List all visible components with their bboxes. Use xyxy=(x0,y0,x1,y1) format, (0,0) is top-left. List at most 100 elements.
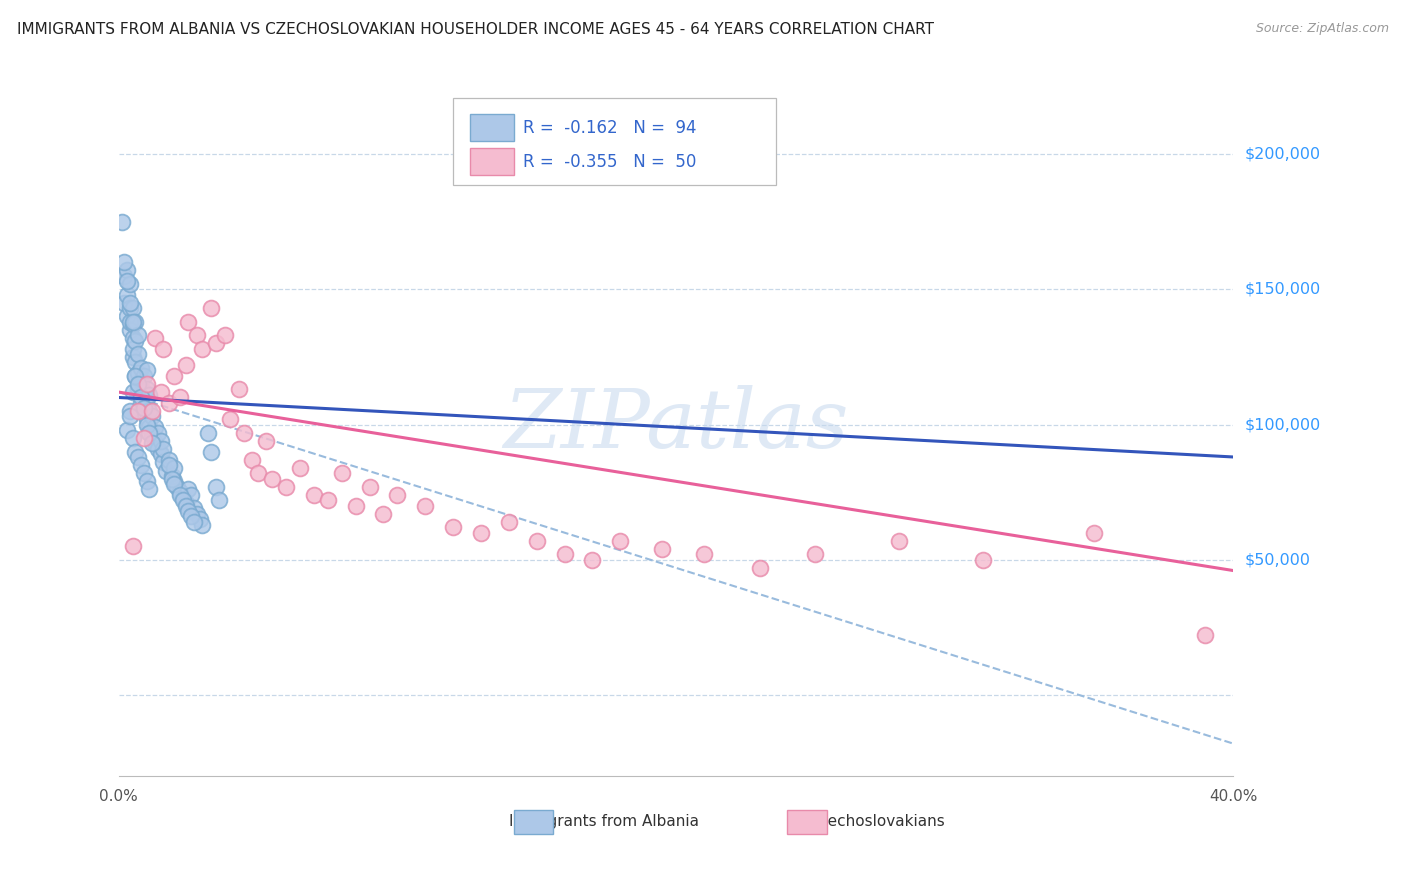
Point xyxy=(316,493,339,508)
Point xyxy=(180,488,202,502)
Point xyxy=(200,444,222,458)
Point xyxy=(169,485,191,500)
Point xyxy=(972,553,994,567)
Point xyxy=(127,376,149,391)
Point xyxy=(152,342,174,356)
Point xyxy=(344,499,367,513)
Point xyxy=(177,315,200,329)
Point xyxy=(121,318,143,332)
Point xyxy=(498,515,520,529)
Point xyxy=(118,296,141,310)
Point xyxy=(166,480,188,494)
Point xyxy=(1194,628,1216,642)
Point xyxy=(373,507,395,521)
Point xyxy=(160,469,183,483)
Text: $100,000: $100,000 xyxy=(1244,417,1320,432)
Point xyxy=(200,301,222,316)
Point xyxy=(129,391,152,405)
Point xyxy=(152,455,174,469)
Point xyxy=(132,368,155,383)
Point xyxy=(112,296,135,310)
Point xyxy=(233,425,256,440)
Point xyxy=(208,493,231,508)
Point xyxy=(124,368,146,383)
Point xyxy=(205,336,228,351)
Point xyxy=(441,520,464,534)
Point xyxy=(554,547,576,561)
Point xyxy=(132,385,155,400)
Point xyxy=(143,436,166,450)
Point xyxy=(163,477,186,491)
Point xyxy=(132,466,155,480)
FancyBboxPatch shape xyxy=(453,97,776,186)
Point xyxy=(127,347,149,361)
Point xyxy=(330,466,353,480)
Text: IMMIGRANTS FROM ALBANIA VS CZECHOSLOVAKIAN HOUSEHOLDER INCOME AGES 45 - 64 YEARS: IMMIGRANTS FROM ALBANIA VS CZECHOSLOVAKI… xyxy=(17,22,934,37)
Point xyxy=(118,409,141,424)
Point xyxy=(141,404,163,418)
Point xyxy=(143,331,166,345)
Point xyxy=(135,475,157,489)
Point xyxy=(127,404,149,418)
Point xyxy=(359,480,381,494)
Point xyxy=(157,396,180,410)
Point xyxy=(124,315,146,329)
Point xyxy=(1083,525,1105,540)
Text: $200,000: $200,000 xyxy=(1244,146,1320,161)
Text: R =  -0.162   N =  94: R = -0.162 N = 94 xyxy=(523,119,697,136)
Point xyxy=(887,533,910,548)
Point xyxy=(197,425,219,440)
Point xyxy=(135,417,157,432)
Point xyxy=(254,434,277,448)
Point xyxy=(121,539,143,553)
Point xyxy=(191,517,214,532)
Point xyxy=(186,328,208,343)
Point xyxy=(177,504,200,518)
Point xyxy=(174,496,197,510)
Point xyxy=(174,358,197,372)
Point xyxy=(413,499,436,513)
Point xyxy=(180,509,202,524)
Point xyxy=(191,342,214,356)
Point xyxy=(118,323,141,337)
Point xyxy=(135,376,157,391)
Point xyxy=(387,488,409,502)
Point xyxy=(157,452,180,467)
Point xyxy=(143,420,166,434)
Point xyxy=(149,447,172,461)
Point xyxy=(121,342,143,356)
Text: $150,000: $150,000 xyxy=(1244,282,1320,297)
Point xyxy=(127,366,149,380)
Point xyxy=(177,483,200,497)
Point xyxy=(163,368,186,383)
Point xyxy=(302,488,325,502)
Point xyxy=(172,493,194,508)
Bar xyxy=(470,114,515,141)
Point xyxy=(127,450,149,464)
Point xyxy=(135,363,157,377)
Point xyxy=(112,255,135,269)
Point xyxy=(155,463,177,477)
Point xyxy=(118,301,141,316)
Point xyxy=(115,310,138,324)
Point xyxy=(129,360,152,375)
Point xyxy=(132,431,155,445)
Point xyxy=(115,423,138,437)
Point xyxy=(141,436,163,450)
Point xyxy=(132,401,155,416)
Bar xyxy=(470,148,515,175)
Point xyxy=(124,368,146,383)
Point xyxy=(188,512,211,526)
Point xyxy=(138,420,160,434)
Point xyxy=(121,301,143,316)
Point xyxy=(141,428,163,442)
Point xyxy=(242,452,264,467)
Point xyxy=(138,388,160,402)
Point xyxy=(149,385,172,400)
Point xyxy=(146,442,169,456)
Point xyxy=(152,442,174,456)
Point xyxy=(129,374,152,388)
Point xyxy=(274,480,297,494)
Point xyxy=(138,483,160,497)
Point xyxy=(110,215,132,229)
